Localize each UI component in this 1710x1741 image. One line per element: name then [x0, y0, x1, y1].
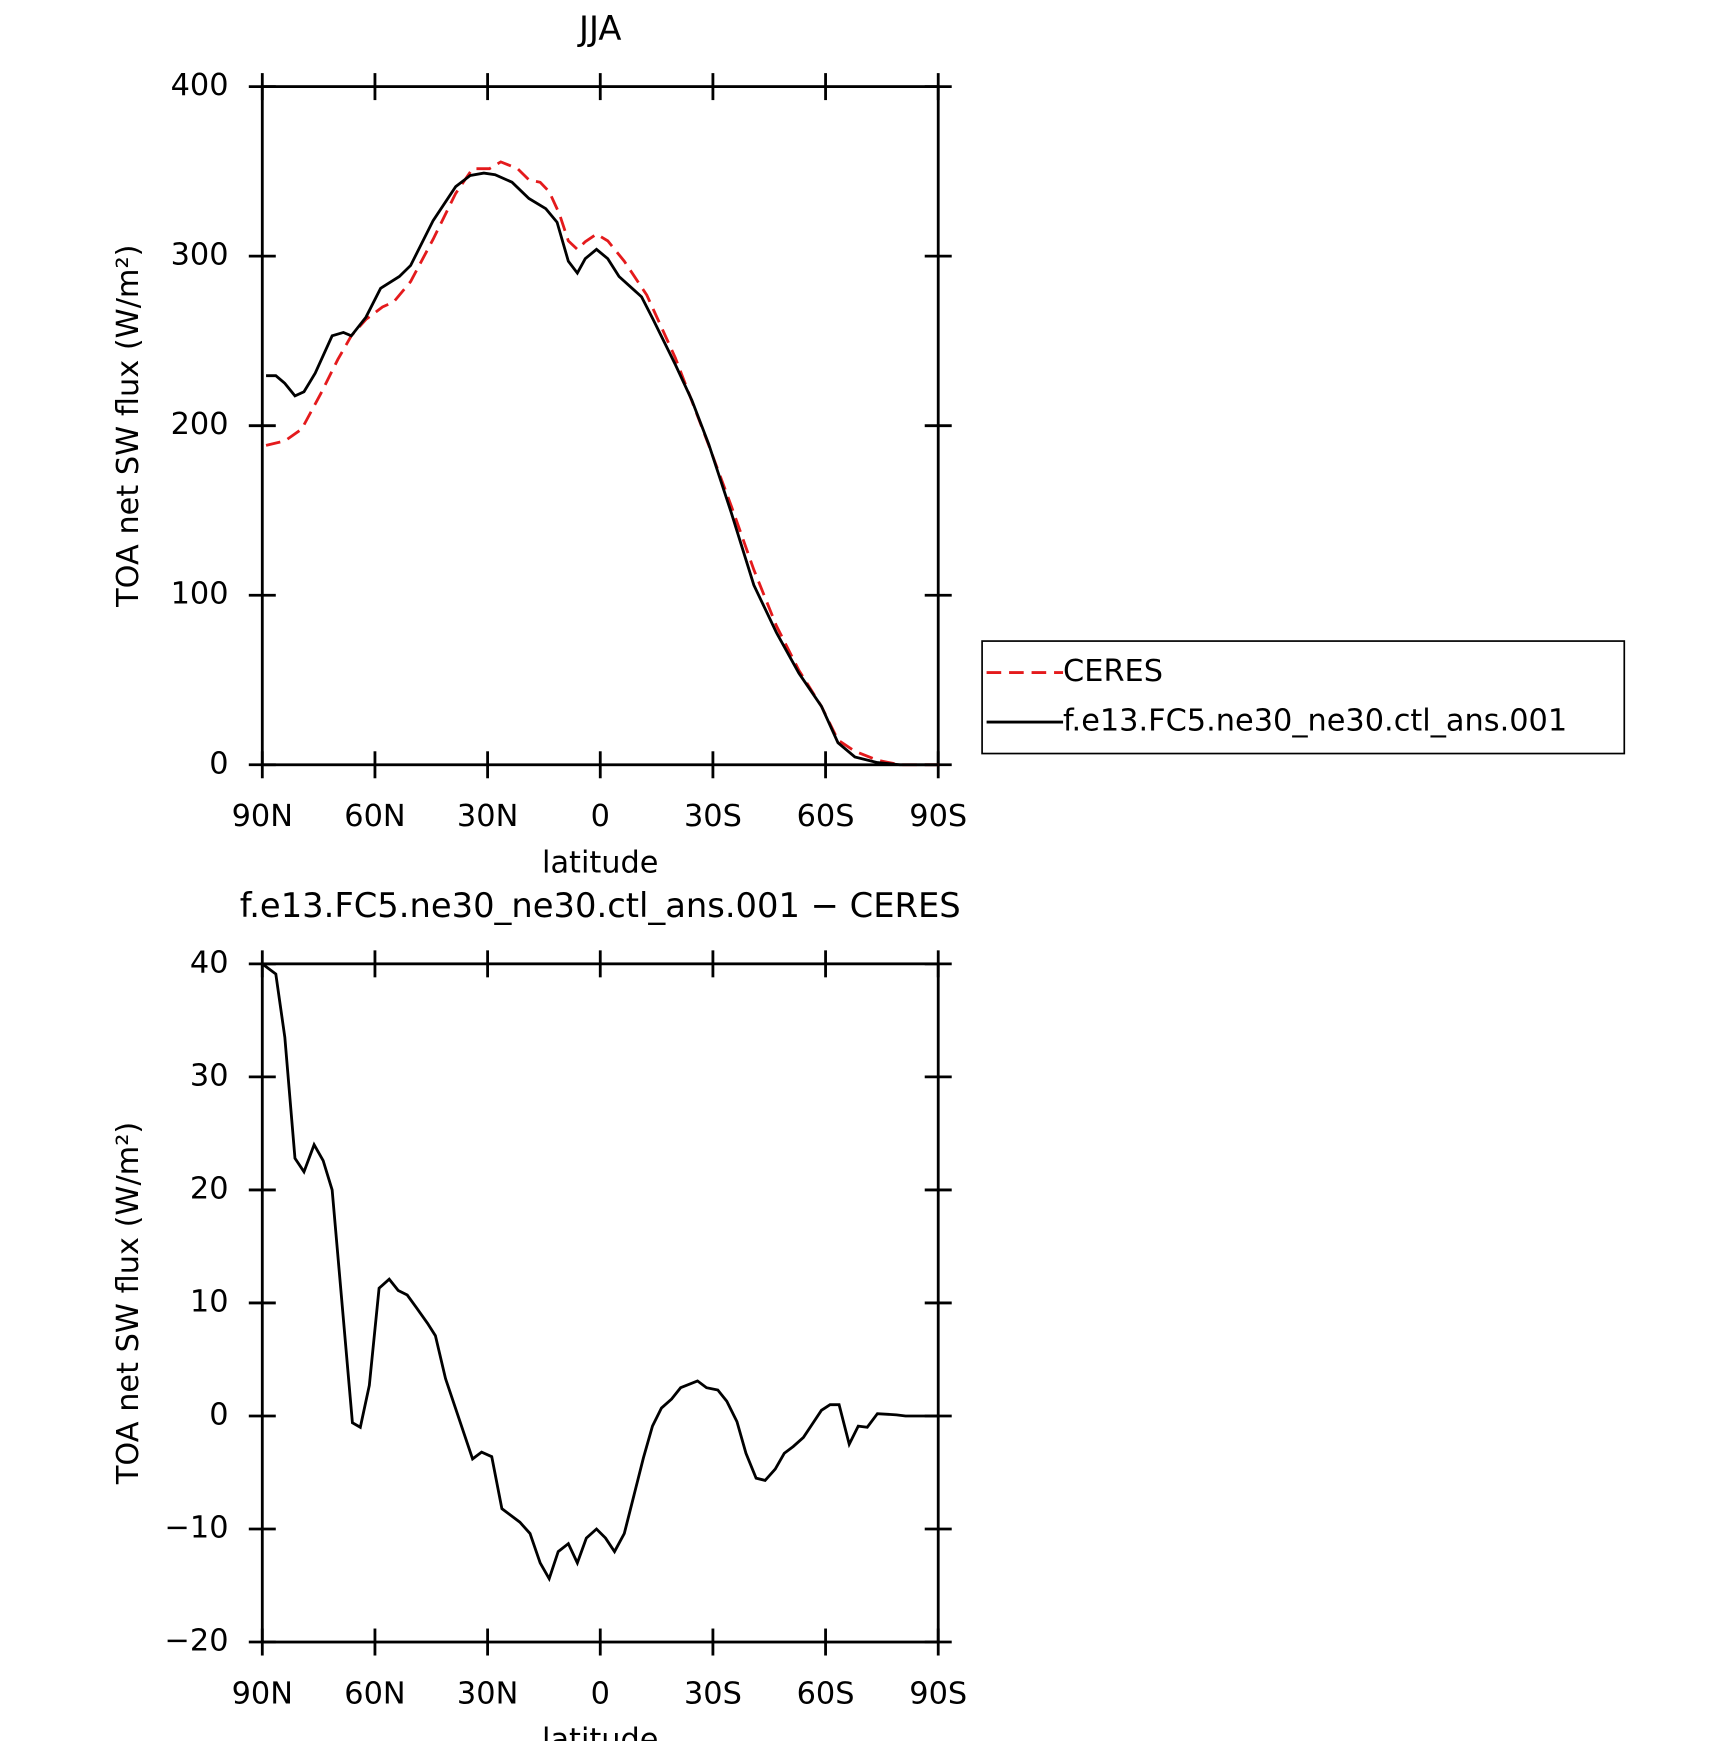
x-tick-label: 60N — [344, 799, 405, 834]
y-tick-label: 40 — [190, 945, 229, 980]
x-axis-label: latitude — [542, 1723, 658, 1741]
x-tick-label: 30N — [457, 799, 518, 834]
x-tick-label: 30S — [684, 1676, 742, 1711]
x-tick-label: 60N — [344, 1676, 405, 1711]
y-tick-label: 0 — [209, 1397, 228, 1432]
chart-title: JJA — [577, 9, 621, 48]
y-tick-label: 100 — [171, 577, 229, 612]
x-tick-label: 90N — [232, 799, 293, 834]
x-tick-label: 0 — [591, 1676, 610, 1711]
plot-frame — [260, 962, 940, 1644]
data-line — [266, 171, 939, 767]
x-tick-label: 90S — [909, 1676, 967, 1711]
plot-frame — [260, 85, 940, 767]
x-tick-label: 90S — [909, 799, 967, 834]
y-tick-label: 0 — [209, 746, 228, 781]
legend-label: CERES — [1063, 654, 1163, 689]
chart-title: f.e13.FC5.ne30_ne30.ctl_ans.001 − CERES — [240, 886, 961, 925]
y-tick-label: −20 — [164, 1624, 228, 1659]
y-axis-label: TOA net SW flux (W/m²) — [111, 244, 146, 607]
y-tick-label: 300 — [171, 238, 229, 273]
y-tick-label: 400 — [171, 68, 229, 103]
x-tick-label: 60S — [797, 1676, 855, 1711]
x-tick-label: 30S — [684, 799, 742, 834]
y-tick-label: 10 — [190, 1284, 229, 1319]
y-tick-label: −10 — [164, 1510, 228, 1545]
x-tick-label: 60S — [797, 799, 855, 834]
data-line — [261, 962, 939, 1583]
y-tick-label: 200 — [171, 407, 229, 442]
x-axis-label: latitude — [542, 845, 658, 880]
legend-box — [981, 640, 1626, 755]
x-tick-label: 0 — [591, 799, 610, 834]
legend-label: f.e13.FC5.ne30_ne30.ctl_ans.001 — [1063, 704, 1567, 739]
x-tick-label: 90N — [232, 1676, 293, 1711]
data-line — [265, 160, 939, 767]
y-axis-label: TOA net SW flux (W/m²) — [111, 1122, 146, 1485]
y-tick-label: 20 — [190, 1171, 229, 1206]
y-tick-label: 30 — [190, 1058, 229, 1093]
x-tick-label: 30N — [457, 1676, 518, 1711]
